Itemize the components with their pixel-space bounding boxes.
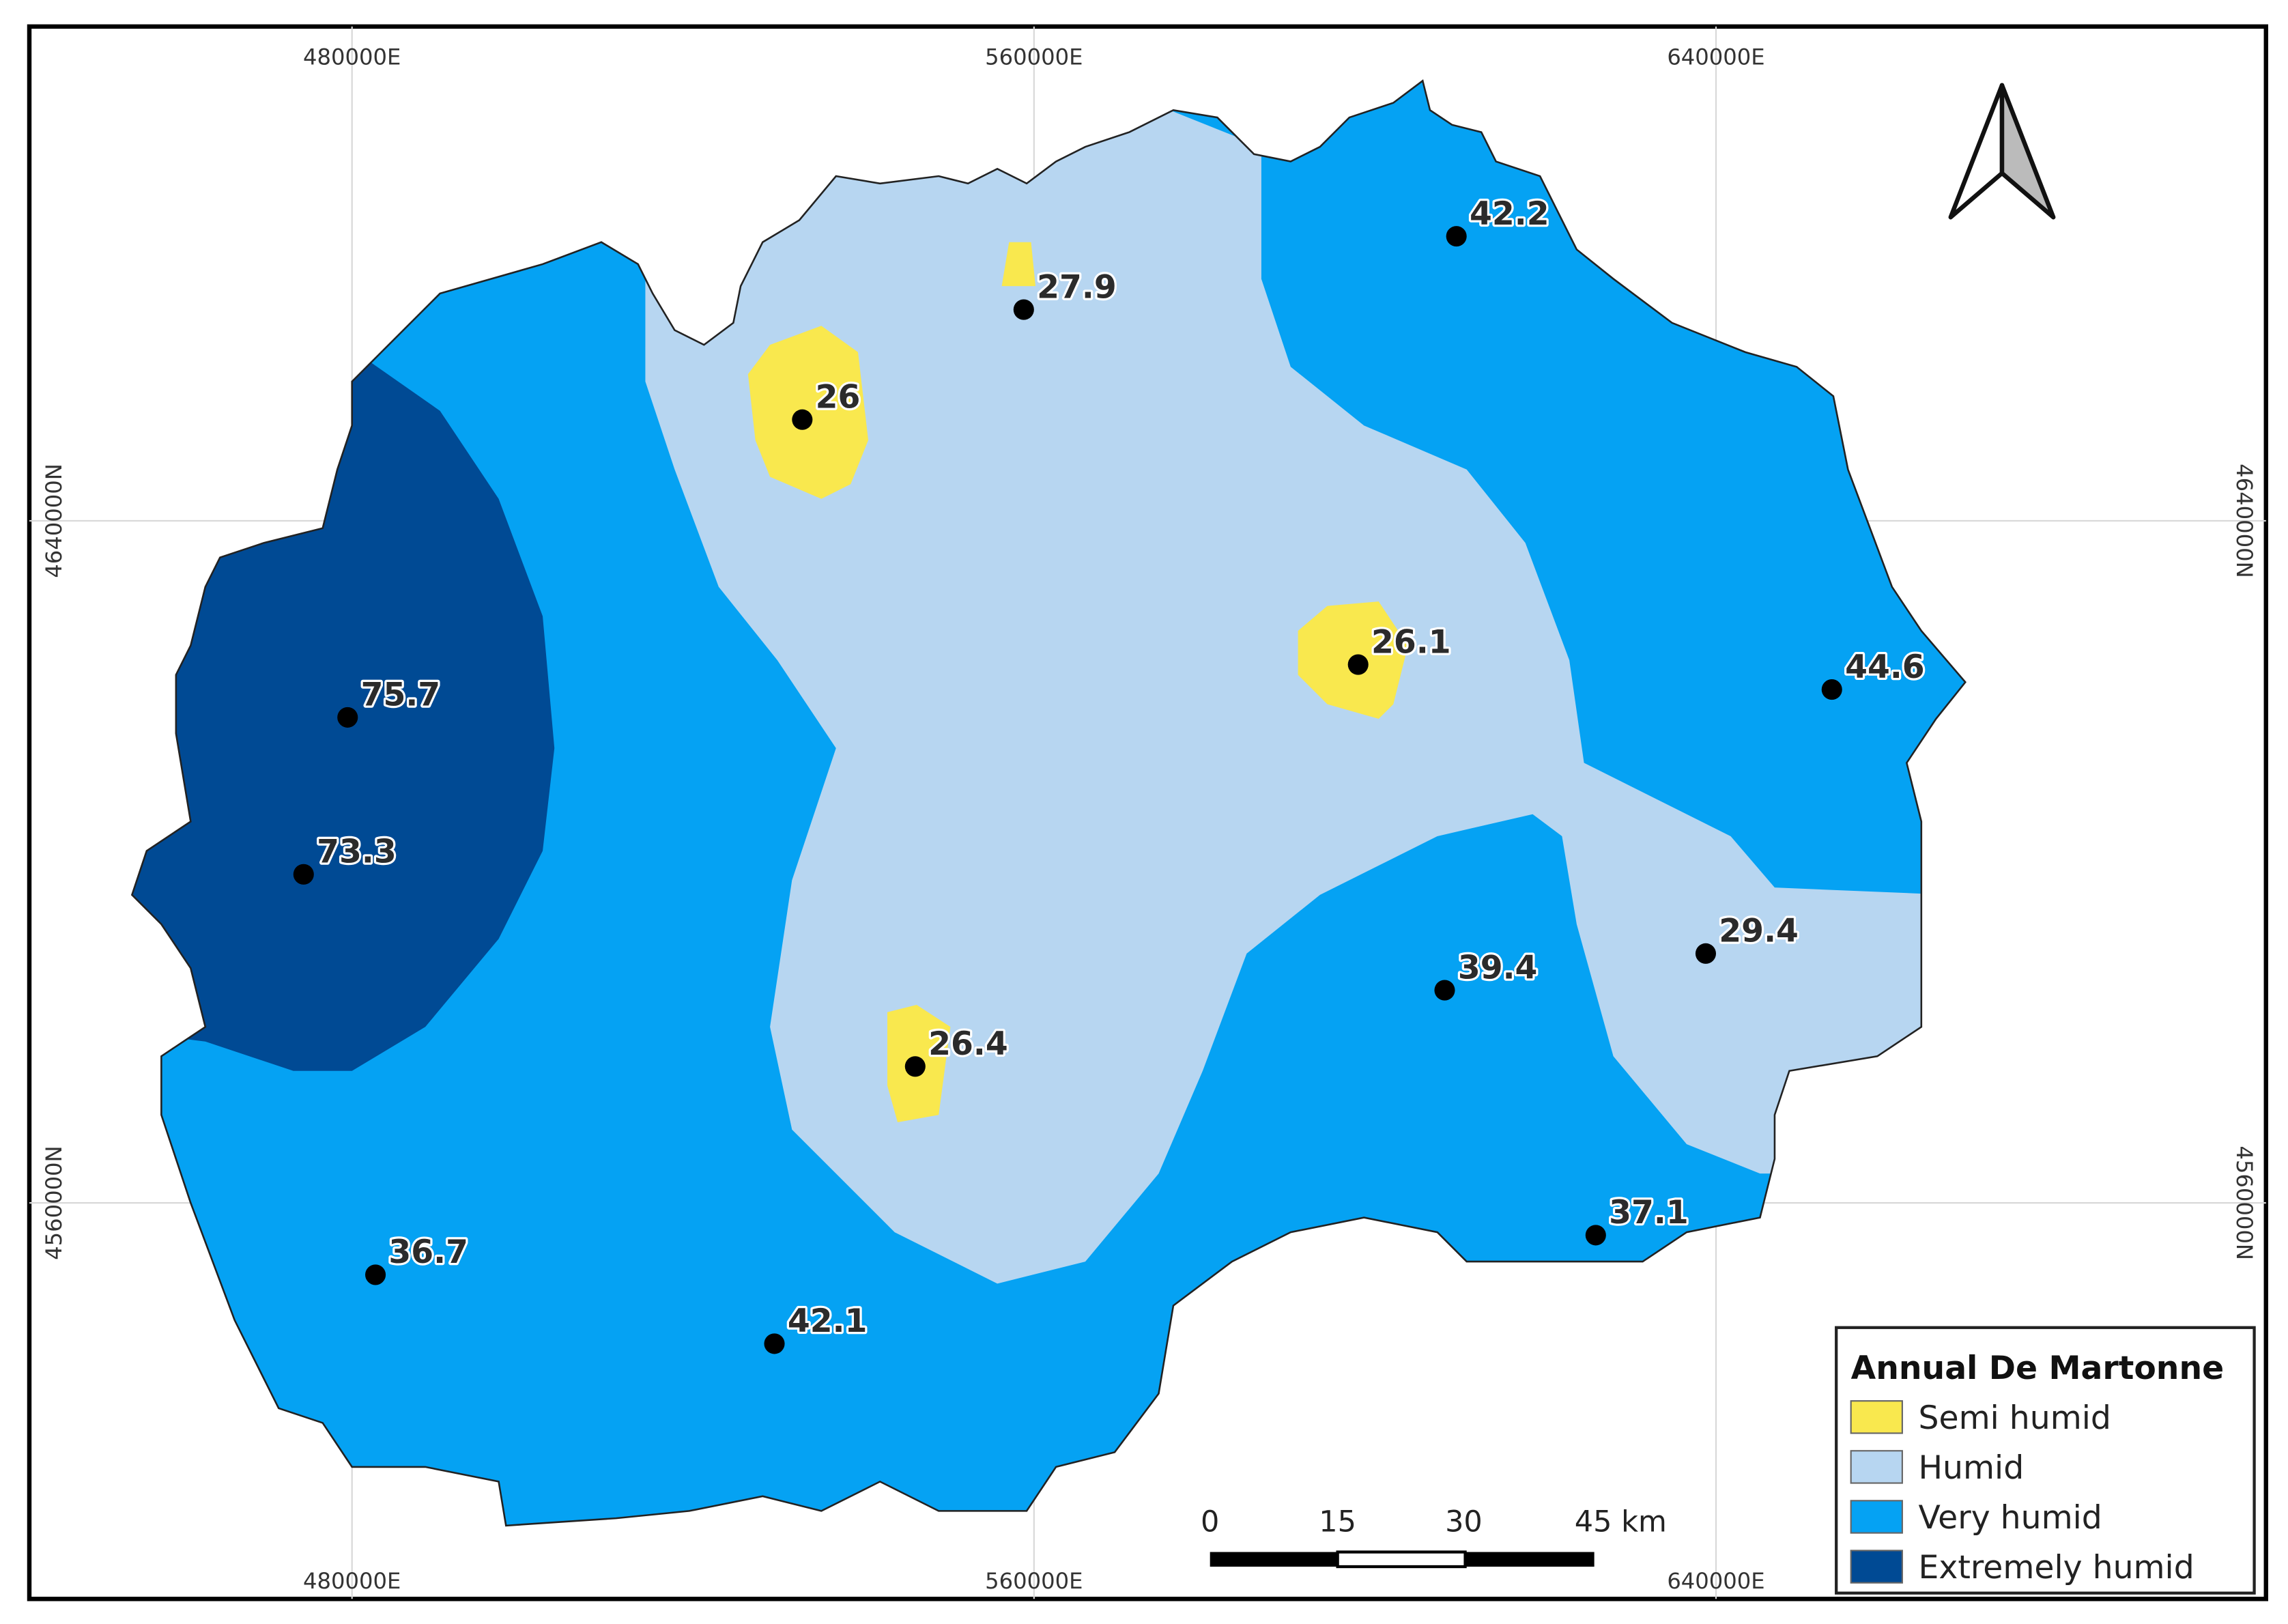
station-point [1695, 943, 1716, 964]
semi-humid-zone [1001, 242, 1035, 287]
legend: Annual De Martonne Semi humid Humid Very… [1835, 1326, 2256, 1595]
station-point [1013, 299, 1034, 320]
station-label: 26 [816, 379, 861, 416]
grid-label: 560000E [985, 1568, 1083, 1594]
legend-swatch [1850, 1450, 1903, 1484]
station-point [337, 707, 358, 728]
grid-label: 4560000N [41, 1145, 67, 1260]
station-label: 75.7 [361, 676, 441, 714]
scale-bar [1210, 1550, 1595, 1569]
legend-label: Semi humid [1919, 1399, 2111, 1437]
station-label: 27.9 [1037, 268, 1117, 306]
scale-label: 45 km [1575, 1505, 1667, 1539]
legend-label: Very humid [1919, 1499, 2102, 1537]
station-label: 44.6 [1845, 649, 1925, 686]
zones [132, 81, 1966, 1526]
north-arrow [1948, 83, 2056, 220]
station-point [904, 1056, 926, 1077]
station-label: 37.1 [1609, 1194, 1689, 1231]
station-label: 73.3 [317, 834, 397, 871]
scale-label: 15 [1319, 1505, 1356, 1539]
legend-swatch [1850, 1400, 1903, 1434]
grid-label: 640000E [1667, 44, 1764, 70]
station-point [293, 864, 314, 885]
station-point [792, 409, 813, 430]
legend-label: Extremely humid [1919, 1549, 2194, 1586]
station-label: 26.4 [928, 1025, 1008, 1063]
legend-swatch [1850, 1500, 1903, 1534]
scale-segment [1465, 1552, 1595, 1567]
station-point [365, 1264, 386, 1285]
scale-label: 30 [1445, 1505, 1483, 1539]
station-point [1821, 679, 1842, 700]
scale-segment [1210, 1552, 1338, 1567]
grid-label: 4640000N [2231, 464, 2257, 578]
north-arrow-right [1999, 83, 2056, 220]
station-label: 26.1 [1371, 623, 1451, 661]
scale-segment [1336, 1550, 1467, 1569]
grid-label: 640000E [1667, 1568, 1764, 1594]
station-label: 42.2 [1470, 195, 1549, 233]
station-label: 36.7 [388, 1234, 468, 1271]
legend-title: Annual De Martonne [1851, 1350, 2225, 1387]
station-label: 29.4 [1719, 913, 1799, 950]
scale-label: 0 [1201, 1505, 1219, 1539]
station-point [1585, 1225, 1606, 1246]
station-point [1446, 226, 1467, 247]
station-point [764, 1333, 785, 1354]
station-point [1347, 654, 1369, 675]
grid-label: 4640000N [41, 464, 67, 578]
station-point [1434, 980, 1455, 1001]
grid-label: 480000E [303, 44, 401, 70]
grid-label: 4560000N [2231, 1145, 2257, 1260]
station-label: 39.4 [1458, 949, 1538, 986]
station-label: 42.1 [788, 1302, 868, 1340]
humid-zone [645, 88, 1951, 1284]
grid-label: 560000E [985, 44, 1083, 70]
grid-label: 480000E [303, 1568, 401, 1594]
legend-swatch [1850, 1550, 1903, 1584]
legend-label: Humid [1919, 1449, 2025, 1487]
legend-box [1835, 1326, 2256, 1595]
map-frame [27, 24, 2268, 1601]
